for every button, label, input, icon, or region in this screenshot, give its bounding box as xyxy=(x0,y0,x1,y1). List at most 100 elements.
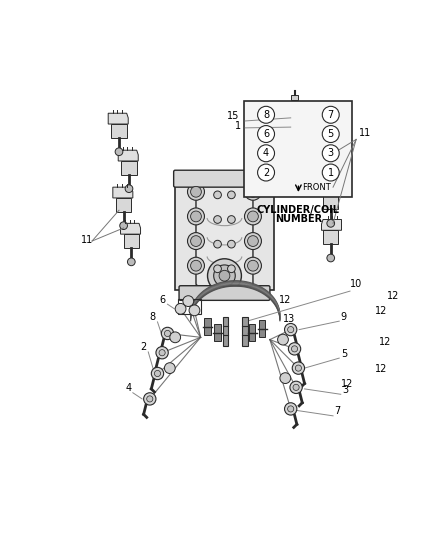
Circle shape xyxy=(191,187,201,197)
Circle shape xyxy=(189,305,200,316)
Bar xyxy=(205,318,211,335)
Text: 3: 3 xyxy=(342,385,348,395)
Text: 3: 3 xyxy=(328,148,334,158)
Circle shape xyxy=(187,183,205,200)
Circle shape xyxy=(322,106,339,123)
Text: 6: 6 xyxy=(160,295,166,305)
Text: 7: 7 xyxy=(335,406,341,416)
Bar xyxy=(291,112,298,128)
Bar xyxy=(291,95,298,100)
Text: 4: 4 xyxy=(125,383,131,393)
Bar xyxy=(323,230,339,244)
Circle shape xyxy=(155,370,161,377)
Text: 12: 12 xyxy=(387,291,399,301)
Circle shape xyxy=(228,191,235,199)
Circle shape xyxy=(278,334,288,345)
Text: 11: 11 xyxy=(358,128,371,139)
Circle shape xyxy=(187,232,205,249)
Polygon shape xyxy=(322,149,342,159)
Circle shape xyxy=(247,187,258,197)
Circle shape xyxy=(247,236,258,246)
Text: NUMBER: NUMBER xyxy=(275,214,322,224)
Text: CYLINDER/COIL: CYLINDER/COIL xyxy=(257,205,340,215)
Circle shape xyxy=(187,208,205,225)
Circle shape xyxy=(170,332,180,343)
Text: 15: 15 xyxy=(227,111,239,120)
Polygon shape xyxy=(118,150,138,161)
Circle shape xyxy=(187,257,205,274)
Circle shape xyxy=(156,346,168,359)
Text: 12: 12 xyxy=(375,306,388,316)
Circle shape xyxy=(208,259,241,293)
Circle shape xyxy=(288,343,301,355)
Circle shape xyxy=(144,393,156,405)
Circle shape xyxy=(159,350,165,356)
Text: 8: 8 xyxy=(263,110,269,120)
Circle shape xyxy=(214,191,221,199)
Text: 6: 6 xyxy=(263,129,269,139)
Bar xyxy=(231,178,274,289)
Circle shape xyxy=(327,220,335,227)
Circle shape xyxy=(285,324,297,336)
Circle shape xyxy=(183,296,194,306)
Circle shape xyxy=(147,396,153,402)
Circle shape xyxy=(214,216,221,223)
Text: 12: 12 xyxy=(341,379,353,390)
Text: 8: 8 xyxy=(150,312,156,322)
Circle shape xyxy=(322,145,339,161)
Circle shape xyxy=(164,330,170,336)
Polygon shape xyxy=(204,178,231,289)
Circle shape xyxy=(329,148,337,156)
Circle shape xyxy=(258,145,275,161)
Text: 5: 5 xyxy=(328,129,334,139)
Bar xyxy=(249,324,255,341)
Bar xyxy=(244,101,352,197)
Polygon shape xyxy=(324,113,344,124)
Polygon shape xyxy=(113,187,133,198)
Circle shape xyxy=(244,257,261,274)
Circle shape xyxy=(214,240,221,248)
Circle shape xyxy=(280,373,291,384)
Circle shape xyxy=(244,208,261,225)
Text: 9: 9 xyxy=(341,312,347,321)
Circle shape xyxy=(125,185,133,192)
Bar xyxy=(323,196,339,209)
Circle shape xyxy=(191,211,201,222)
Text: 11: 11 xyxy=(81,235,93,245)
Bar xyxy=(175,178,218,289)
Circle shape xyxy=(228,240,235,248)
Circle shape xyxy=(214,265,221,273)
Bar xyxy=(324,159,339,173)
Text: 13: 13 xyxy=(283,314,295,324)
Circle shape xyxy=(219,270,230,281)
Circle shape xyxy=(291,346,298,352)
Polygon shape xyxy=(321,220,342,230)
Text: 1: 1 xyxy=(328,167,334,177)
Circle shape xyxy=(151,367,164,379)
Circle shape xyxy=(258,126,275,142)
Text: 12: 12 xyxy=(375,364,388,374)
Circle shape xyxy=(228,216,235,223)
Bar xyxy=(242,317,247,346)
Text: 7: 7 xyxy=(328,110,334,120)
Bar xyxy=(215,324,221,341)
Text: 2: 2 xyxy=(141,342,147,352)
Circle shape xyxy=(258,164,275,181)
Circle shape xyxy=(295,365,301,371)
Text: 12: 12 xyxy=(279,295,292,305)
Text: FRONT: FRONT xyxy=(302,183,331,192)
Circle shape xyxy=(214,265,235,287)
Circle shape xyxy=(120,222,127,230)
FancyBboxPatch shape xyxy=(173,170,276,187)
Circle shape xyxy=(288,327,294,333)
Circle shape xyxy=(164,363,175,374)
Circle shape xyxy=(161,327,173,340)
Circle shape xyxy=(322,126,339,142)
Bar xyxy=(325,124,341,138)
Bar xyxy=(259,320,265,336)
Circle shape xyxy=(228,265,235,273)
Polygon shape xyxy=(289,100,300,112)
Circle shape xyxy=(127,258,135,265)
Circle shape xyxy=(285,403,297,415)
Circle shape xyxy=(322,164,339,181)
